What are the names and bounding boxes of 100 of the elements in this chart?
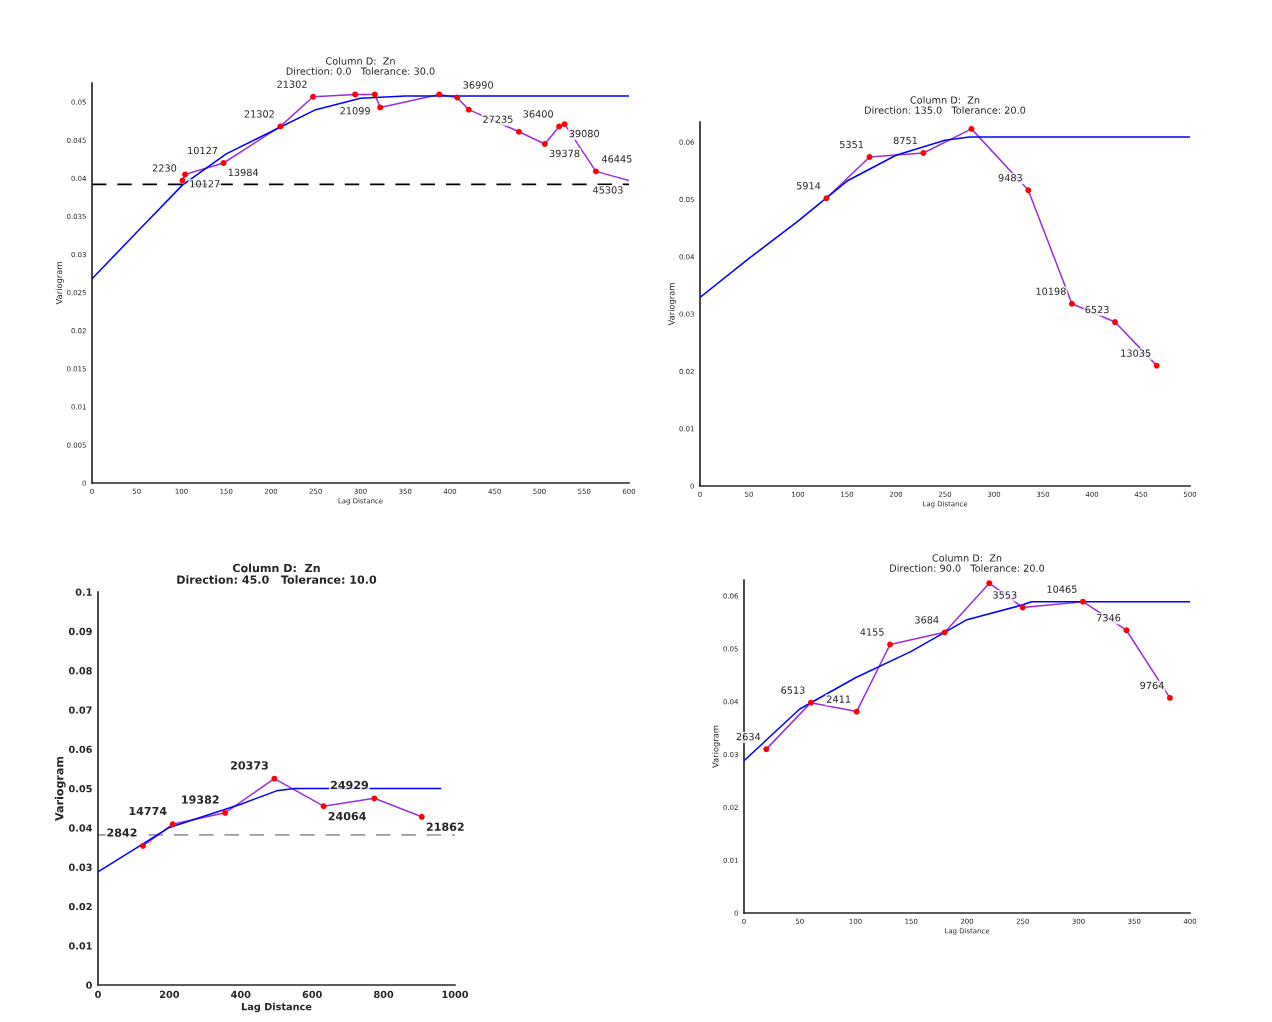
chart-title: Column D: Zn Direction: 0.0 Tolerance: 30.0 — [286, 57, 435, 75]
annotation: 6523 — [1085, 305, 1109, 314]
x-tick-label: 0 — [95, 990, 101, 999]
chart-title: Column D: Zn Direction: 135.0 Tolerance: 20.0 — [865, 96, 1026, 114]
y-tick-label: 0.01 — [68, 942, 92, 950]
annotation: 39378 — [549, 149, 580, 158]
annotation: 24929 — [330, 780, 369, 790]
point — [866, 154, 873, 160]
y-axis-title: Variogram — [54, 756, 66, 821]
point — [371, 91, 378, 98]
point — [182, 171, 189, 178]
y-axis-title: Variogram — [668, 283, 677, 326]
point — [1112, 319, 1118, 325]
point — [277, 123, 284, 130]
annotation: 20373 — [231, 761, 268, 770]
point — [1153, 362, 1160, 369]
x-axis-title: Lag Distance — [242, 1002, 312, 1013]
point — [1025, 187, 1032, 194]
annotation: 3684 — [915, 616, 939, 624]
point — [1080, 598, 1086, 605]
point — [465, 106, 472, 113]
x-tick-label: 800 — [374, 990, 394, 999]
annotation: 9764 — [1140, 681, 1164, 690]
annotation: 21302 — [244, 110, 274, 118]
point — [320, 803, 327, 810]
annotation: 8751 — [893, 136, 917, 145]
y-tick-label: 0.1 — [75, 588, 92, 596]
annotation: 5914 — [796, 182, 821, 190]
y-tick-label: 0.07 — [68, 706, 92, 714]
y-tick-label: 0.02 — [68, 902, 92, 911]
point — [179, 177, 186, 184]
annotation: 2634 — [736, 732, 761, 741]
annotation: 13035 — [1121, 349, 1151, 357]
point — [1123, 627, 1130, 634]
line-series — [700, 136, 1190, 299]
annotation: 3553 — [993, 591, 1017, 599]
annotation: 2411 — [827, 695, 851, 703]
annotation: 6513 — [781, 686, 805, 694]
point — [436, 91, 443, 98]
x-tick-label: 200 — [160, 990, 180, 999]
point — [222, 809, 229, 816]
point — [887, 641, 894, 648]
annotation: 27235 — [483, 115, 513, 123]
annotation: 21099 — [340, 107, 370, 115]
annotation: 10127 — [188, 146, 218, 155]
point — [418, 813, 425, 820]
annotation: 46445 — [601, 155, 632, 163]
point — [541, 141, 548, 147]
point — [807, 699, 814, 706]
point — [220, 160, 227, 166]
point — [310, 93, 317, 100]
point — [515, 128, 522, 135]
x-tick-label: 400 — [231, 990, 251, 999]
point — [561, 121, 568, 128]
annotation: 21862 — [426, 822, 464, 831]
point — [968, 125, 975, 132]
annotation: 36990 — [463, 81, 493, 89]
point — [140, 842, 146, 849]
point — [352, 91, 359, 98]
chart-title: Column D: Zn Direction: 90.0 Tolerance: 20.0 — [890, 554, 1045, 572]
point — [1068, 300, 1075, 307]
annotation: 10198 — [1036, 287, 1066, 295]
annotation: 36400 — [523, 110, 553, 118]
chart-title: Column D: Zn Direction: 45.0 Tolerance: 10.0 — [177, 563, 377, 584]
annotation: 10465 — [1047, 585, 1077, 593]
y-tick-label: 0.06 — [68, 745, 92, 754]
point — [920, 150, 927, 156]
point — [941, 629, 948, 636]
point — [377, 104, 384, 111]
y-axis-title: Variogram — [712, 725, 721, 768]
annotation: 2842 — [107, 828, 137, 837]
y-tick-label: 0.03 — [68, 863, 92, 871]
x-tick-label: 600 — [302, 990, 322, 999]
y-axis-title: Variogram — [55, 262, 64, 305]
point — [371, 795, 378, 802]
annotation: 24064 — [328, 811, 366, 821]
annotation: 13984 — [228, 168, 259, 177]
point — [986, 580, 993, 587]
y-tick-label: 0.09 — [68, 627, 92, 636]
point — [1166, 694, 1173, 701]
point — [556, 123, 563, 130]
annotation: 21302 — [277, 80, 307, 88]
annotation: 10127 — [190, 180, 220, 188]
y-tick-label: 0.05 — [68, 784, 92, 793]
annotation: 19382 — [182, 795, 219, 804]
annotation: 5351 — [839, 140, 864, 149]
annotation: 45303 — [592, 186, 623, 194]
point — [592, 168, 599, 175]
line-series — [765, 582, 1171, 750]
y-tick-label: 0.08 — [68, 667, 92, 675]
annotation: 4155 — [860, 628, 884, 636]
point — [169, 821, 176, 828]
annotation: 2230 — [152, 164, 177, 172]
point — [823, 195, 830, 202]
annotation: 7346 — [1096, 614, 1121, 622]
point — [763, 746, 770, 753]
annotation: 39080 — [569, 129, 600, 138]
point — [271, 775, 278, 782]
annotation: 9483 — [998, 174, 1022, 182]
point — [454, 94, 461, 101]
